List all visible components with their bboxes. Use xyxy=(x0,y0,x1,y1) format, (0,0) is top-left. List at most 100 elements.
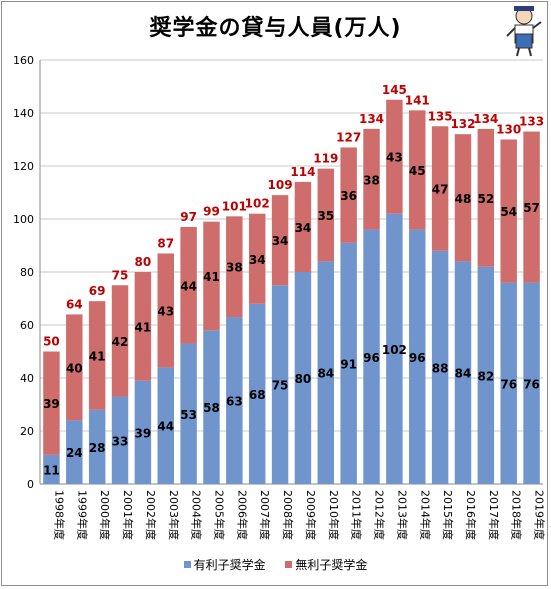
bar-segment-interest xyxy=(111,396,129,484)
legend-swatch-interest xyxy=(183,561,191,568)
data-label-total: 109 xyxy=(268,178,293,192)
data-label-interest: 84 xyxy=(317,367,334,381)
bar-segment-interest xyxy=(340,242,357,484)
data-label-no-interest: 36 xyxy=(340,189,357,203)
data-label-interest: 75 xyxy=(272,379,289,393)
data-label-interest: 80 xyxy=(295,372,312,386)
legend-label-no-interest: 無利子奨学金 xyxy=(295,558,368,572)
bar-segment-no-interest xyxy=(226,216,243,318)
bar-segment-interest xyxy=(157,367,174,484)
data-label-no-interest: 34 xyxy=(249,253,266,267)
mascot-illustration xyxy=(503,4,545,58)
x-tick-label: 2017年度 xyxy=(487,490,501,540)
data-label-interest: 91 xyxy=(340,357,357,371)
bar-segment-interest xyxy=(271,285,289,484)
x-tick-label: 2004年度 xyxy=(190,490,204,540)
legend-item-interest: 有利子奨学金 xyxy=(183,556,266,573)
bar-segment-interest xyxy=(294,272,312,484)
data-label-total: 134 xyxy=(359,112,384,126)
bar-segment-interest xyxy=(203,330,220,484)
data-label-total: 80 xyxy=(135,255,152,269)
bar-segment-no-interest xyxy=(88,301,106,410)
bar-segment-interest xyxy=(88,409,106,484)
data-label-total: 135 xyxy=(428,109,453,123)
bar-segment-no-interest xyxy=(111,285,129,397)
legend-item-no-interest: 無利子奨学金 xyxy=(285,556,367,573)
bar-segment-interest xyxy=(134,380,152,484)
data-label-no-interest: 38 xyxy=(363,173,380,187)
y-tick-label: 80 xyxy=(20,266,34,279)
data-label-total: 64 xyxy=(66,297,83,311)
bar-segment-no-interest xyxy=(294,181,312,272)
data-label-total: 134 xyxy=(473,112,498,126)
x-tick-label: 1999年度 xyxy=(75,490,89,540)
data-label-interest: 53 xyxy=(180,408,197,422)
bar-segment-no-interest xyxy=(66,314,83,421)
data-label-total: 50 xyxy=(43,335,60,349)
data-label-total: 99 xyxy=(203,205,220,219)
x-tick-label: 2000年度 xyxy=(98,490,112,540)
legend-swatch-no-interest xyxy=(285,561,293,568)
y-tick-label: 160 xyxy=(13,54,34,67)
x-tick-label: 2012年度 xyxy=(373,490,387,540)
bar-segment-no-interest xyxy=(248,213,266,304)
bar-segment-no-interest xyxy=(500,139,517,283)
data-label-interest: 96 xyxy=(409,351,426,365)
bar-segment-interest xyxy=(66,420,83,484)
data-label-no-interest: 43 xyxy=(386,151,403,165)
data-label-interest: 84 xyxy=(455,367,472,381)
data-label-interest: 68 xyxy=(249,388,266,402)
x-tick-label: 2006年度 xyxy=(235,490,249,540)
bar-segment-no-interest xyxy=(43,351,60,455)
bar-segment-no-interest xyxy=(386,99,403,214)
data-label-interest: 76 xyxy=(523,377,540,391)
data-label-no-interest: 34 xyxy=(272,234,289,248)
y-tick-label: 40 xyxy=(20,372,34,385)
data-label-total: 127 xyxy=(336,130,361,144)
chart-title: 奨学金の貸与人員(万人) xyxy=(149,16,402,41)
data-label-total: 130 xyxy=(496,123,521,137)
bar-segment-no-interest xyxy=(157,253,174,368)
bar-segment-no-interest xyxy=(134,272,152,381)
x-tick-label: 2019年度 xyxy=(533,490,547,540)
data-label-total: 101 xyxy=(222,199,247,213)
x-tick-label: 2005年度 xyxy=(212,490,226,540)
data-label-no-interest: 43 xyxy=(157,304,174,318)
bar-segment-interest xyxy=(43,454,60,484)
data-label-no-interest: 41 xyxy=(89,349,106,363)
data-label-interest: 11 xyxy=(43,463,60,477)
x-tick-label: 2013年度 xyxy=(395,490,409,540)
data-label-interest: 102 xyxy=(382,343,407,357)
data-label-no-interest: 34 xyxy=(295,221,312,235)
data-label-no-interest: 45 xyxy=(409,164,426,178)
data-label-total: 75 xyxy=(112,268,129,282)
bar-segment-no-interest xyxy=(317,168,335,262)
data-label-total: 97 xyxy=(180,210,197,224)
x-tick-label: 2002年度 xyxy=(144,490,158,540)
x-tick-label: 2009年度 xyxy=(304,490,318,540)
bar-segment-interest xyxy=(317,261,335,484)
data-label-no-interest: 52 xyxy=(477,192,494,206)
x-tick-label: 2003年度 xyxy=(167,490,181,540)
bar-segment-no-interest xyxy=(523,131,540,283)
x-tick-label: 2008年度 xyxy=(281,490,295,540)
data-label-total: 145 xyxy=(382,83,407,97)
data-label-total: 141 xyxy=(405,93,430,107)
data-label-no-interest: 57 xyxy=(523,201,540,215)
x-tick-label: 1998年度 xyxy=(52,490,66,540)
data-label-no-interest: 54 xyxy=(500,205,517,219)
data-label-no-interest: 35 xyxy=(317,209,334,223)
data-label-total: 69 xyxy=(89,284,106,298)
bar-segment-interest xyxy=(523,282,540,484)
data-label-total: 133 xyxy=(519,115,544,129)
bar-segment-no-interest xyxy=(431,126,449,251)
legend-label-interest: 有利子奨学金 xyxy=(193,558,266,572)
y-tick-label: 100 xyxy=(13,213,34,226)
y-tick-label: 140 xyxy=(13,107,34,120)
bar-segment-no-interest xyxy=(203,221,220,331)
x-tick-label: 2010年度 xyxy=(327,490,341,540)
x-tick-label: 2016年度 xyxy=(464,490,478,540)
data-label-interest: 39 xyxy=(135,426,152,440)
data-label-interest: 82 xyxy=(477,369,494,383)
